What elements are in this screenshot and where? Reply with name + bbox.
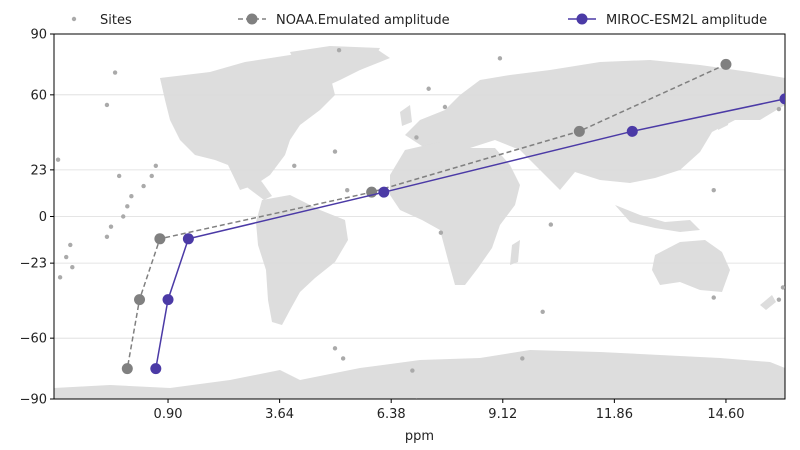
y-tick-label-2: −23 (20, 257, 47, 272)
sites-point-6 (112, 70, 118, 75)
sites-point-25 (438, 230, 444, 235)
sites-point-31 (520, 356, 525, 361)
sites-point-16 (292, 163, 297, 169)
madagascar-landmass (510, 240, 520, 265)
sites-point-17 (332, 149, 338, 154)
sites-point-35 (776, 297, 782, 302)
miroc-esm2l-amplitude-line (155, 98, 785, 369)
x-tick-label-5: 14.60 (707, 407, 744, 422)
new-zealand-landmass (760, 295, 776, 310)
miroc-esm2l-amplitude-marker-0 (779, 93, 785, 105)
miroc-esm2l-amplitude-marker-4 (162, 294, 174, 306)
series-layer (55, 48, 785, 399)
legend-sites-swatch (71, 16, 77, 22)
y-tick-label-0: −90 (20, 393, 47, 408)
sites-point-14 (149, 173, 154, 179)
greenland-landmass (290, 46, 380, 90)
sites-point-20 (332, 346, 338, 351)
sites-point-8 (104, 234, 110, 239)
noaa-emulated-amplitude-marker-3 (154, 233, 166, 245)
noaa-emulated-amplitude-marker-0 (720, 58, 732, 70)
sites-point-21 (340, 356, 346, 361)
antarctica-landmass (54, 350, 785, 399)
sites-point-1 (57, 275, 63, 280)
legend: Sites NOAA.Emulated amplitude MIROC-ESM2L … (71, 13, 767, 28)
legend-miroc-esm2l-amplitude-swatch (576, 13, 588, 25)
sites-point-28 (497, 56, 503, 61)
miroc-esm2l-amplitude-marker-2 (378, 186, 390, 198)
sites-point-33 (711, 295, 716, 300)
sites-point-30 (540, 309, 545, 315)
north-america-landmass (160, 48, 390, 190)
x-tick-label-2: 6.38 (377, 407, 406, 422)
sites-point-3 (68, 242, 73, 248)
sites-point-15 (153, 163, 159, 169)
miroc-esm2l-amplitude-marker-1 (626, 125, 638, 137)
sites-point-22 (426, 86, 431, 91)
sites-point-9 (108, 224, 114, 229)
sites-point-7 (116, 173, 122, 179)
y-tick-label-6: 90 (30, 28, 47, 43)
southeast-asia-islands (615, 205, 700, 232)
legend-sites-label: Sites (100, 13, 132, 28)
noaa-emulated-amplitude-marker-1 (573, 125, 585, 137)
x-axis-ticks: 0.90 3.64 6.38 9.12 11.86 14.60 (154, 399, 745, 422)
x-tick-label-4: 11.86 (596, 407, 633, 422)
sites-point-32 (711, 187, 716, 193)
sites-point-10 (121, 214, 126, 219)
sites-point-11 (125, 204, 130, 209)
sites-point-2 (64, 254, 69, 260)
sites-point-4 (70, 264, 75, 270)
y-tick-label-1: −60 (20, 332, 47, 347)
y-axis-ticks: −90 −60 −23 0 23 60 90 (20, 28, 54, 408)
miroc-esm2l-amplitude-marker-3 (182, 233, 194, 245)
x-tick-label-0: 0.90 (154, 407, 183, 422)
world-map (54, 46, 785, 399)
sites-point-5 (104, 102, 110, 108)
sites-point-12 (129, 194, 134, 199)
x-tick-label-1: 3.64 (265, 407, 294, 422)
y-tick-label-5: 60 (30, 88, 47, 103)
sites-point-23 (414, 135, 419, 140)
sites-point-19 (345, 187, 350, 193)
y-tick-label-3: 0 (39, 210, 47, 225)
sites-point-27 (415, 398, 418, 399)
legend-noaa-emulated-amplitude-swatch (246, 13, 258, 25)
australia-landmass (652, 240, 730, 292)
noaa-emulated-amplitude-marker-4 (134, 294, 146, 306)
legend-miroc-esm2l-amplitude-label: MIROC-ESM2L amplitude (606, 13, 767, 28)
miroc-esm2l-amplitude-marker-5 (150, 363, 162, 375)
x-axis-label: ppm (405, 429, 434, 444)
sites-point-18 (336, 48, 342, 53)
sites-point-24 (442, 104, 448, 110)
sites-point-36 (780, 285, 785, 290)
sites-point-13 (141, 183, 146, 189)
y-tick-label-4: 23 (30, 163, 47, 178)
sites-point-29 (548, 222, 554, 227)
japan-landmass (718, 108, 730, 130)
sites-point-26 (410, 368, 415, 373)
sites-point-0 (55, 157, 61, 162)
south-america-landmass (256, 195, 348, 325)
legend-noaa-emulated-amplitude-label: NOAA.Emulated amplitude (276, 13, 450, 28)
uk-landmass (400, 105, 412, 126)
noaa-emulated-amplitude-marker-5 (121, 363, 133, 375)
eurasia-landmass (405, 60, 785, 190)
sites-point-34 (776, 106, 782, 112)
x-tick-label-3: 9.12 (488, 407, 517, 422)
